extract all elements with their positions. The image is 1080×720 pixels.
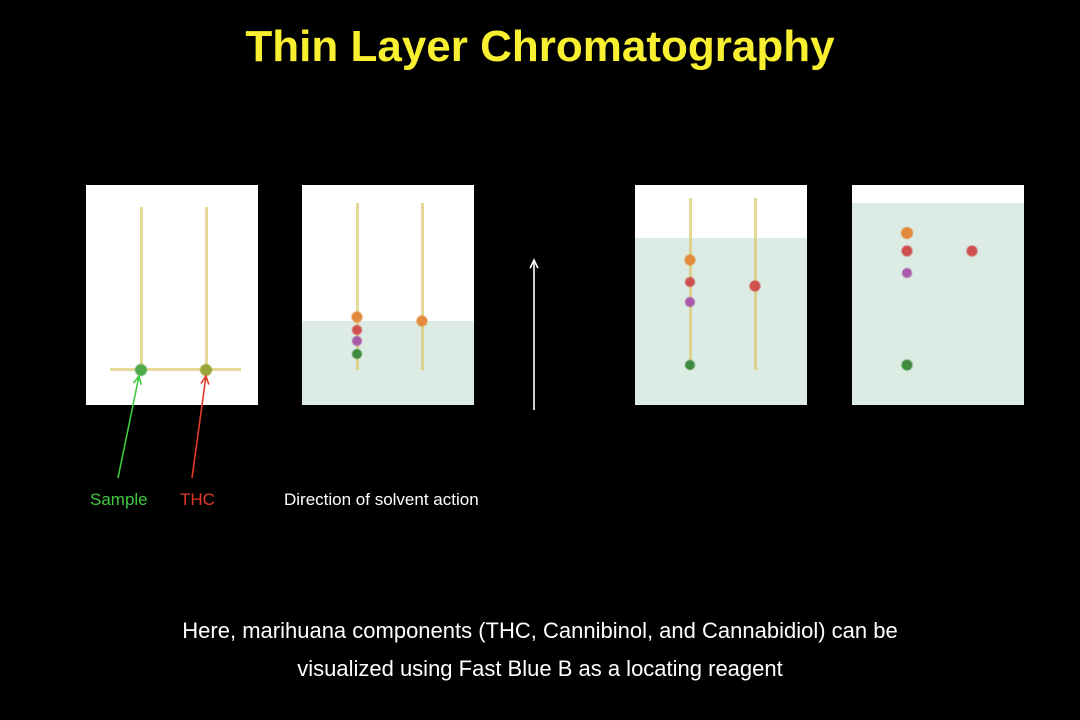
thc-arrow (192, 376, 209, 478)
slide: { "colors": { "bg": "#000000", "title": … (0, 0, 1080, 720)
direction-label: Direction of solvent action (284, 490, 479, 510)
sample-arrow (118, 376, 141, 478)
caption-line-1: Here, marihuana components (THC, Cannibi… (0, 618, 1080, 644)
sample-label: Sample (90, 490, 148, 510)
caption-line-2: visualized using Fast Blue B as a locati… (0, 656, 1080, 682)
direction-arrow (530, 260, 538, 410)
thc-label: THC (180, 490, 215, 510)
annotation-arrows (0, 0, 1080, 720)
